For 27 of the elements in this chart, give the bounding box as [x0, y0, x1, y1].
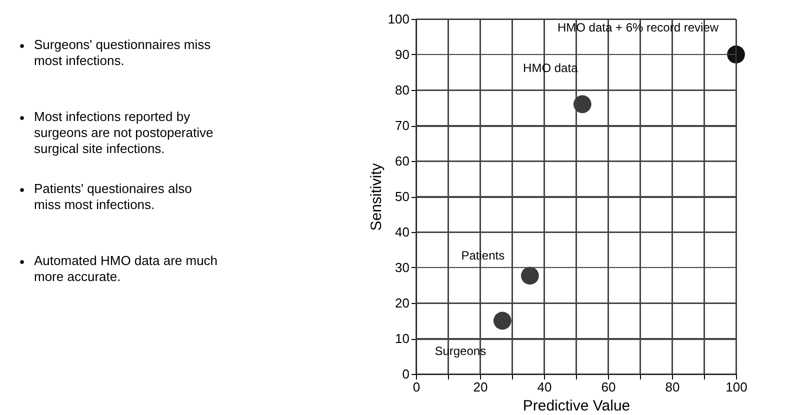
text: Surgeons' questionnaires miss most infections.: [34, 37, 212, 68]
x-axis-title: Predictive Value: [522, 398, 630, 414]
y-tick-label: 90: [395, 47, 410, 62]
text: Patients' questionaires also miss most infections.: [34, 181, 192, 212]
text: Most infections reported by surgeons are not postoperative surgical site infections.: [34, 109, 214, 156]
text: Automated HMO data are much more accurate.: [34, 253, 218, 284]
x-tick-label: 20: [473, 380, 488, 394]
y-tick-label: 50: [395, 189, 410, 204]
y-tick-label: 0: [402, 366, 410, 382]
y-tick-label: 40: [395, 224, 410, 240]
x-tick-label: 60: [601, 380, 616, 394]
y-axis-title: Sensitivity: [368, 162, 385, 231]
y-tick-label: 30: [395, 260, 410, 275]
y-tick-label: 70: [395, 118, 410, 133]
x-tick-label: 40: [537, 380, 552, 394]
point: [493, 312, 512, 330]
point: [573, 95, 592, 114]
x-tick-label: 100: [726, 380, 748, 394]
point: [520, 266, 539, 285]
y-tick-label: 10: [395, 331, 410, 346]
point: [727, 46, 745, 64]
y-tick-label: 80: [395, 82, 410, 98]
y-tick-label: 100: [388, 12, 410, 26]
x-tick-label: 0: [412, 380, 420, 394]
x-tick-label: 80: [665, 380, 680, 394]
y-tick-label: 60: [395, 154, 410, 168]
y-tick-label: 20: [395, 296, 410, 310]
